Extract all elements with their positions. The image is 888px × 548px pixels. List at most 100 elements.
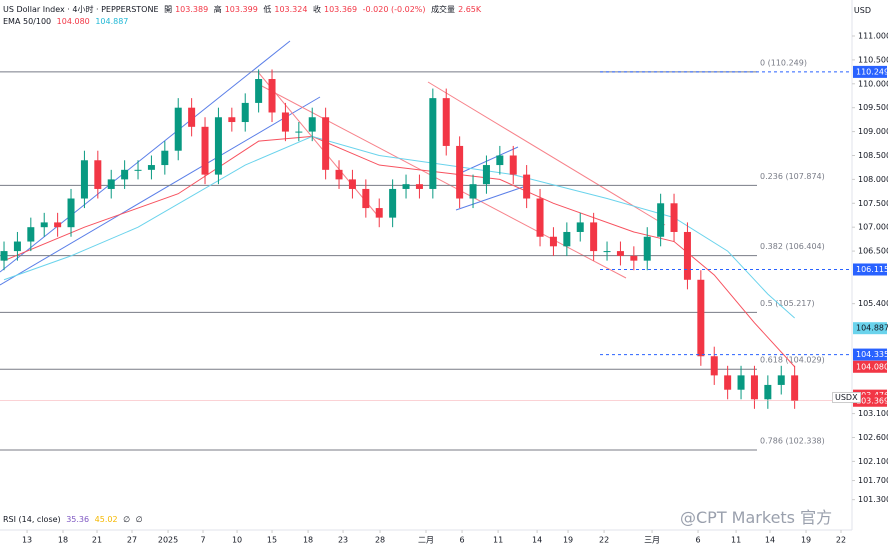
y-tick-label: 105.400 [858,299,888,308]
x-tick-label: 11 [731,536,741,545]
symbol-title: US Dollar Index · 4小时 · PEPPERSTONE [3,5,159,14]
price-tag [853,322,887,335]
candle-body [375,208,383,218]
x-tick-label: 23 [338,536,348,545]
y-tick-label: 102.100 [858,457,888,466]
y-tick-label: 106.500 [858,247,888,256]
candle-body [335,169,343,180]
candle-body [549,236,557,247]
price-tag [853,348,887,361]
candle-body [147,165,155,170]
candle-body [643,236,651,261]
x-tick-label: 18 [303,536,313,545]
rsi-name: RSI (14, close) [3,515,61,524]
candle-body [482,165,490,185]
x-tick-label: 14 [532,536,542,545]
price-tag-label: 106.115 [856,265,888,274]
candle-body [54,222,62,228]
candle-body [161,150,169,166]
candle-body [523,174,531,199]
indicator-value: 104.887 [95,17,129,26]
ohlc-label: 高 [213,5,222,14]
rsi-value: 35.36 [66,515,90,524]
x-tick-label: 二月 [418,536,434,545]
x-tick-label: 19 [563,536,573,545]
header: US Dollar Index · 4小时 · PEPPERSTONE 開 103… [3,4,484,15]
candle-body [268,79,276,113]
candle-body [630,255,638,261]
price-tag [853,263,887,276]
candle-body [509,155,517,175]
y-tick-label: 110.000 [858,79,888,88]
trendline [427,81,666,226]
candle-body [308,117,316,132]
x-tick-label: 10 [232,536,242,545]
candle-body [27,227,35,242]
candle-body [389,188,397,218]
x-tick-label: 28 [375,536,385,545]
x-tick-label: 2025 [158,536,178,545]
x-tick-label: 14 [765,536,775,545]
x-tick-label: 21 [92,536,102,545]
price-tag-label: 110.249 [856,67,888,76]
trendline [257,71,379,217]
candle-body [764,384,772,400]
volume: 2.65K [458,5,482,14]
candle-body [121,169,129,180]
x-tick-label: 13 [22,536,32,545]
rsi-value: ∅ [123,515,131,524]
candle-body [576,222,584,232]
price-tag-label: 104.887 [856,324,888,333]
candle-body [107,179,115,189]
indicator-value: 104.080 [56,17,90,26]
candle-body [683,231,691,280]
price-tag [853,394,887,407]
candle-body [563,231,571,247]
y-tick-label: 103.100 [858,409,888,418]
candle-body [188,107,196,127]
candle-body [442,98,450,146]
x-tick-label: 三月 [644,536,660,545]
trendline [0,96,321,286]
ohlc-value: 103.399 [224,5,258,14]
fib-label: 0 (110.249) [760,58,807,67]
y-tick-label: 102.600 [858,433,888,442]
y-tick-label: 110.500 [858,55,888,64]
candle-body [281,112,289,132]
candle-body [174,107,182,151]
candle-body [228,117,236,123]
candle-body [603,251,611,253]
fib-label: 0.5 (105.217) [760,299,815,308]
candle-body [415,184,423,189]
symbol-tag: USDX [832,392,861,403]
candle-body [750,375,758,400]
x-tick-label: 18 [58,536,68,545]
ema-line [3,135,795,319]
rsi: RSI (14, close) 35.36 45.02 ∅ ∅ [3,515,146,524]
candle-body [710,356,718,376]
candle-body [0,251,8,261]
ohlc-value: 103.369 [324,5,358,14]
candle-body [469,184,477,199]
candle-body [402,184,410,189]
y-tick-label: 107.500 [858,199,888,208]
candle-body [134,169,142,171]
y-tick-label: 108.500 [858,151,888,160]
y-tick-label: 111.000 [858,31,888,40]
trendline [455,185,527,211]
volume-label: 成交量 [431,5,456,14]
candle-body [94,160,102,189]
price-tag-label: 104.335 [856,350,888,359]
candle-body [295,131,303,133]
fib-label: 0.382 (106.404) [760,242,825,251]
y-tick-label: 101.700 [858,476,888,485]
x-tick-label: 11 [493,536,503,545]
ohlc-label: 收 [313,5,321,14]
y-tick-label: 107.000 [858,223,888,232]
price-tag-label: 104.080 [856,362,888,371]
candle-body [777,375,785,385]
candle-body [724,375,732,390]
x-tick-label: 22 [836,536,846,545]
